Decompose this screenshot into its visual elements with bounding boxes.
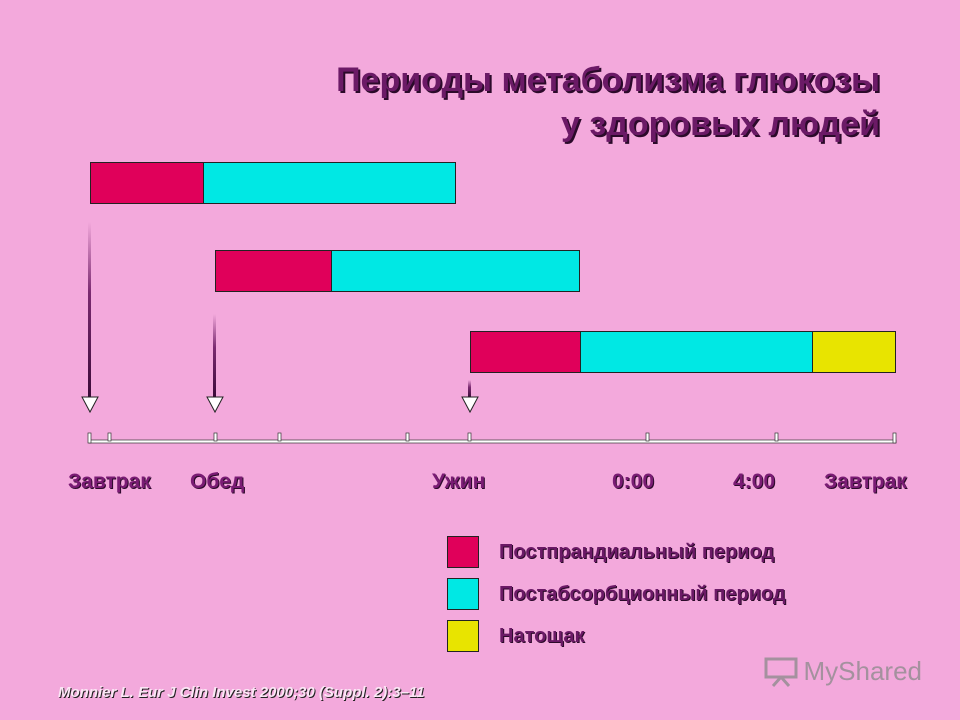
legend-swatch-fasting: [447, 620, 479, 652]
legend-item-postprandial: Постпрандиальный период: [447, 536, 774, 568]
dinner-arrow: [461, 380, 479, 414]
timeline-label-midnight: 0:00: [612, 470, 655, 493]
lunch-period-bar: [215, 250, 580, 292]
legend-label: Натощак: [499, 624, 585, 647]
title-line-1: Периоды метаболизма глюкозы: [336, 61, 880, 99]
legend-label: Постабсорбционный период: [499, 582, 786, 605]
legend-swatch-postprandial: [447, 536, 479, 568]
breakfast-period-bar: [90, 162, 456, 204]
title-line-2: у здоровых людей: [560, 105, 880, 143]
dinner-period-bar: [470, 331, 896, 373]
timeline-label-breakfast: Завтрак: [68, 470, 151, 493]
slide-title: Периоды метаболизма глюкозы у здоровых л…: [336, 58, 880, 146]
postabsorptive-segment: [581, 332, 813, 372]
presentation-icon: [764, 657, 797, 687]
legend-item-fasting: Натощак: [447, 620, 585, 652]
postprandial-segment: [91, 163, 204, 203]
fasting-segment: [813, 332, 895, 372]
breakfast-arrow: [81, 222, 99, 414]
timeline-axis: [87, 432, 897, 444]
timeline-label-next-breakfast: Завтрак: [824, 470, 907, 493]
timeline-label-lunch: Обед: [190, 470, 245, 493]
legend-item-postabsorptive: Постабсорбционный период: [447, 578, 786, 610]
postabsorptive-segment: [204, 163, 455, 203]
legend-label: Постпрандиальный период: [499, 540, 775, 563]
legend-swatch-postabsorptive: [447, 578, 479, 610]
postprandial-segment: [216, 251, 332, 291]
watermark: MyShared: [764, 656, 923, 687]
timeline-label-4am: 4:00: [733, 470, 776, 493]
source-citation: Monnier L. Eur J Clin Invest 2000;30 (Su…: [58, 684, 425, 701]
postabsorptive-segment: [332, 251, 579, 291]
watermark-text: MyShared: [803, 656, 923, 686]
postprandial-segment: [471, 332, 581, 372]
timeline-label-dinner: Ужин: [432, 470, 486, 493]
lunch-arrow: [206, 314, 224, 414]
